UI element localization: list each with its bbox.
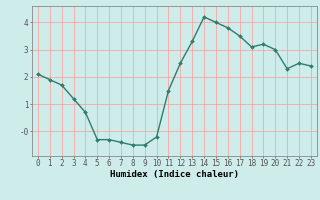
X-axis label: Humidex (Indice chaleur): Humidex (Indice chaleur)	[110, 170, 239, 179]
